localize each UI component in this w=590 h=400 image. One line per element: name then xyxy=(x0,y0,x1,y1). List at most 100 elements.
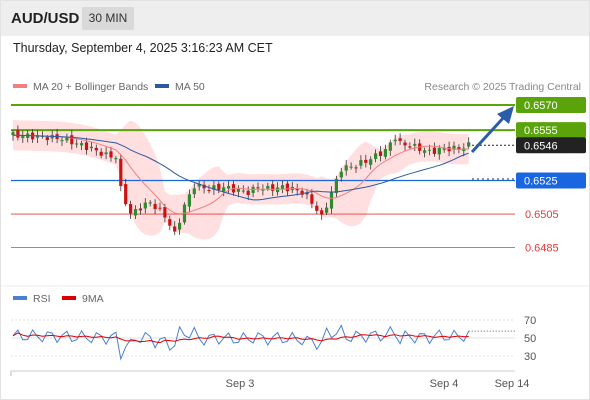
candle-body xyxy=(168,219,172,226)
candle-body xyxy=(300,190,304,195)
candle-body xyxy=(60,140,64,142)
candle-body xyxy=(437,148,441,155)
candle-body xyxy=(104,152,108,155)
candle-body xyxy=(285,183,289,192)
candle-body xyxy=(35,135,40,138)
candle-body xyxy=(393,139,397,142)
candle-body xyxy=(315,205,319,211)
candle-body xyxy=(251,186,255,193)
candle-body xyxy=(344,165,348,171)
candle-body xyxy=(227,185,231,189)
candle-body xyxy=(178,222,182,230)
symbol-label: AUD/USD xyxy=(11,10,80,27)
forecast-arrow-shaft xyxy=(470,114,507,154)
candle-body xyxy=(212,185,216,190)
moving-averages xyxy=(12,134,469,215)
candle-body xyxy=(148,202,152,204)
ma20-legend-label: MA 20 + Bollinger Bands xyxy=(33,81,148,93)
candle-body xyxy=(11,132,15,136)
forecast-arrow-head xyxy=(497,106,514,124)
candle-body xyxy=(261,189,265,191)
rsi-pane: 70 50 30 xyxy=(11,315,536,363)
candle-body xyxy=(280,185,285,189)
candle-body xyxy=(305,192,309,195)
candle-body xyxy=(65,137,69,141)
rsi-line xyxy=(12,324,470,361)
candle-body xyxy=(119,158,123,187)
rsi-tick-70: 70 xyxy=(524,315,536,327)
candle-body xyxy=(354,167,358,169)
rsi-ma-legend-label: 9MA xyxy=(82,293,104,305)
candle-body xyxy=(334,178,338,194)
rsi-ma-legend-swatch xyxy=(62,296,76,300)
candle-body xyxy=(70,135,74,145)
level-label-0.6485: 0.6485 xyxy=(525,243,559,255)
rsi-tick-50: 50 xyxy=(524,333,536,345)
candle-body xyxy=(256,187,260,189)
level-tag-text-0.6555: 0.6555 xyxy=(524,125,558,137)
candle-body xyxy=(447,146,451,152)
level-tag-0.6525 xyxy=(516,172,586,189)
candle-body xyxy=(129,204,133,214)
candle-body xyxy=(423,150,427,153)
candle-body xyxy=(383,149,387,157)
price-level-tags: 0.6570 0.6555 0.6546 0.6525 0.6505 0.6485 xyxy=(516,97,586,255)
candle-body xyxy=(427,149,432,151)
candle-body xyxy=(266,185,270,189)
candle-body xyxy=(99,151,103,156)
candle-body xyxy=(192,188,196,195)
candle-body xyxy=(94,147,98,151)
candle-body xyxy=(89,146,93,149)
candle-body xyxy=(271,184,275,191)
timeframe-button[interactable]: 30 MIN xyxy=(82,7,134,30)
rsi-legend-label: RSI xyxy=(33,293,51,305)
candle-body xyxy=(217,183,221,190)
rsi-ma-line xyxy=(12,332,469,344)
candle-body xyxy=(403,142,407,146)
candle-body xyxy=(349,166,353,168)
x-tick-sep3: Sep 3 xyxy=(226,378,255,390)
rsi-legend-swatch xyxy=(13,296,27,300)
candle-body xyxy=(158,207,162,209)
price-levels xyxy=(11,104,515,249)
candle-body xyxy=(378,151,383,156)
ma50-legend-label: MA 50 xyxy=(175,81,205,93)
candle-body xyxy=(432,147,436,154)
top-bar: AUD/USD 30 MIN xyxy=(0,0,590,36)
candle-body xyxy=(413,143,417,146)
candle-body xyxy=(236,188,240,192)
candle-body xyxy=(173,226,177,232)
level-tag-text-0.6525: 0.6525 xyxy=(524,176,558,188)
candle-body xyxy=(80,143,84,146)
candle-body xyxy=(187,194,191,207)
credit-text: Research © 2025 Trading Central xyxy=(424,81,581,93)
candle-body xyxy=(84,142,89,150)
level-tag-0.6546 xyxy=(516,137,586,154)
candle-body xyxy=(21,136,25,139)
candle-body xyxy=(109,151,113,158)
candle-body xyxy=(442,147,446,150)
candle-body xyxy=(197,184,201,187)
level-tag-text-0.6570: 0.6570 xyxy=(524,100,558,112)
candle-body xyxy=(16,130,20,138)
candle-body xyxy=(222,187,226,192)
candle-body xyxy=(457,147,461,150)
candle-body xyxy=(325,207,329,213)
candle-body xyxy=(133,208,138,216)
ma20-line xyxy=(12,134,469,215)
bollinger-bands xyxy=(13,120,469,240)
candle-body xyxy=(369,159,373,165)
rsi-tick-30: 30 xyxy=(524,351,536,363)
ma20-legend-swatch xyxy=(13,84,27,88)
candle-body xyxy=(339,171,343,178)
x-tick-sep14: Sep 14 xyxy=(495,378,530,390)
candle-body xyxy=(452,145,456,150)
candle-body xyxy=(124,184,128,205)
candle-body xyxy=(467,142,471,147)
ma50-line xyxy=(12,134,469,201)
candle-body xyxy=(114,158,118,160)
chart-datetime: Thursday, September 4, 2025 3:16:23 AM C… xyxy=(13,41,273,55)
candle-body xyxy=(138,208,142,211)
candle-body xyxy=(310,194,314,204)
